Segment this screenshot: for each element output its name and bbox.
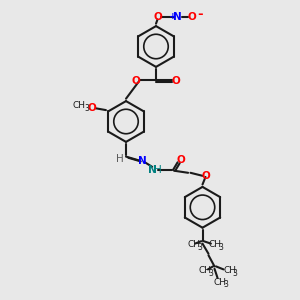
Text: O: O [171,76,180,86]
Text: CH: CH [198,266,212,275]
Text: O: O [153,11,162,22]
Text: 3: 3 [232,269,237,278]
Text: CH: CH [223,266,236,275]
Text: O: O [187,11,196,22]
Text: 3: 3 [84,104,89,113]
Text: H: H [154,165,161,175]
Text: CH: CH [187,240,200,249]
Text: O: O [131,76,140,86]
Text: O: O [176,155,185,165]
Text: CH: CH [72,101,86,110]
Text: N: N [173,11,182,22]
Text: N: N [148,165,157,175]
Text: H: H [116,154,123,164]
Text: 3: 3 [223,280,228,289]
Text: CH: CH [213,278,226,286]
Text: 3: 3 [208,269,213,278]
Text: 3: 3 [218,243,223,252]
Text: O: O [201,171,210,181]
Text: CH: CH [208,240,222,249]
Text: O: O [88,103,96,113]
Text: 3: 3 [197,243,202,252]
Text: N: N [137,156,146,167]
Text: -: - [198,8,203,21]
Text: +: + [169,12,176,21]
